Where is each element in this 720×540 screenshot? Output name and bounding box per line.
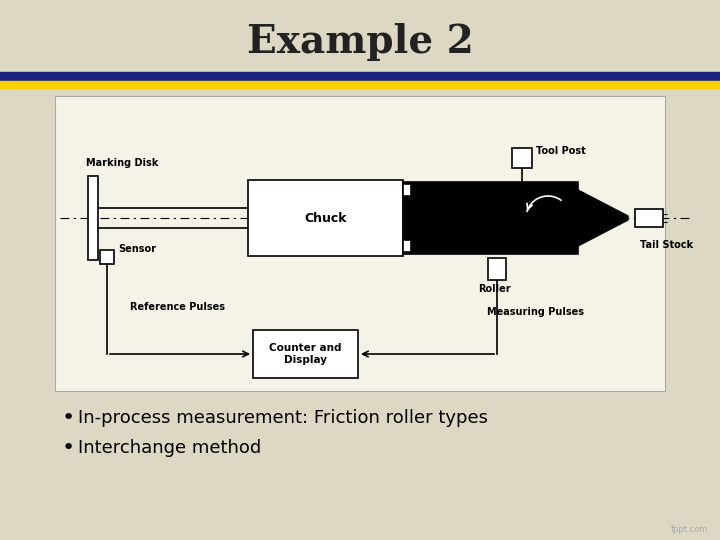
Text: Measuring Pulses: Measuring Pulses bbox=[487, 307, 584, 317]
Bar bbox=[403, 182, 578, 254]
Text: Chuck: Chuck bbox=[305, 212, 347, 225]
Polygon shape bbox=[578, 190, 628, 246]
Text: Sensor: Sensor bbox=[118, 244, 156, 254]
Text: •: • bbox=[62, 408, 76, 428]
Text: Example 2: Example 2 bbox=[247, 23, 473, 61]
Text: In-process measurement: Friction roller types: In-process measurement: Friction roller … bbox=[78, 409, 488, 427]
Bar bbox=[403, 184, 411, 196]
Bar bbox=[55, 96, 665, 391]
Bar bbox=[512, 148, 532, 168]
Text: •: • bbox=[62, 438, 76, 458]
Bar bbox=[0, 81, 720, 88]
Text: Marking Disk: Marking Disk bbox=[86, 158, 158, 168]
Text: fppt.com: fppt.com bbox=[670, 525, 708, 534]
Bar bbox=[635, 209, 663, 227]
Text: Tool Post: Tool Post bbox=[536, 146, 586, 156]
Text: Roller: Roller bbox=[478, 284, 510, 294]
Bar bbox=[100, 250, 114, 264]
Text: Tail Stock: Tail Stock bbox=[640, 240, 693, 250]
Text: Reference Pulses: Reference Pulses bbox=[130, 302, 225, 312]
Bar bbox=[488, 258, 506, 280]
Text: Interchange method: Interchange method bbox=[78, 439, 261, 457]
Bar bbox=[403, 240, 411, 252]
Bar bbox=[88, 176, 98, 260]
Text: Counter and
Display: Counter and Display bbox=[269, 343, 342, 365]
Bar bbox=[0, 72, 720, 81]
Bar bbox=[248, 180, 403, 256]
Bar bbox=[253, 330, 358, 378]
